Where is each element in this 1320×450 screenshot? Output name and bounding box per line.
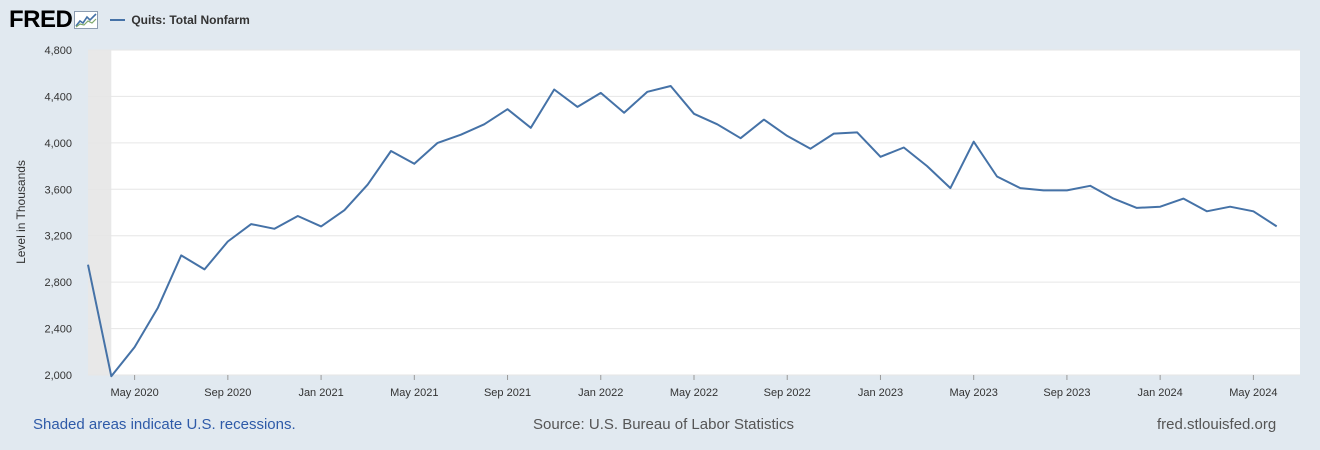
- data-point: [458, 132, 464, 138]
- y-axis-label: Level in Thousands: [14, 160, 28, 264]
- data-point: [318, 223, 324, 229]
- data-point: [1227, 204, 1233, 210]
- chart-legend: Quits: Total Nonfarm: [110, 13, 250, 27]
- recession-shade: [88, 50, 112, 375]
- data-point: [877, 154, 883, 160]
- data-point: [85, 262, 91, 268]
- data-point: [761, 117, 767, 123]
- data-point: [784, 133, 790, 139]
- x-tick-label: Jan 2022: [578, 387, 623, 399]
- data-point: [551, 86, 557, 92]
- series-line-quits: [87, 85, 1278, 378]
- x-tick-label: May 2024: [1229, 387, 1277, 399]
- data-point: [854, 129, 860, 135]
- y-tick-label: 4,000: [44, 138, 72, 150]
- data-point: [108, 373, 114, 379]
- data-point: [1041, 187, 1047, 193]
- y-tick-label: 2,000: [44, 370, 72, 382]
- x-tick-label: Sep 2021: [484, 387, 531, 399]
- chart-graph-icon: [74, 11, 99, 29]
- data-point: [691, 111, 697, 117]
- data-point: [202, 266, 208, 272]
- data-point: [435, 140, 441, 146]
- x-tick-label: Jan 2024: [1138, 387, 1183, 399]
- x-tick-label: Sep 2023: [1043, 387, 1090, 399]
- recession-note[interactable]: Shaded areas indicate U.S. recessions.: [33, 416, 296, 433]
- data-point: [901, 145, 907, 151]
- data-point: [155, 305, 161, 311]
- data-point: [947, 185, 953, 191]
- y-tick-label: 4,400: [44, 91, 72, 103]
- y-tick-label: 3,200: [44, 231, 72, 243]
- data-point: [924, 163, 930, 169]
- y-tick-label: 2,400: [44, 324, 72, 336]
- x-tick-label: May 2020: [110, 387, 158, 399]
- data-point: [738, 135, 744, 141]
- data-point: [831, 131, 837, 137]
- data-point: [1134, 205, 1140, 211]
- data-point: [1087, 183, 1093, 189]
- y-tick-label: 3,600: [44, 184, 72, 196]
- x-tick-label: Sep 2020: [204, 387, 251, 399]
- chart-header: FRED Quits: Total Nonfarm: [9, 6, 250, 34]
- logo-text: FRED: [9, 6, 73, 33]
- data-point: [574, 104, 580, 110]
- data-point: [295, 213, 301, 219]
- data-point: [668, 83, 674, 89]
- data-point: [225, 239, 231, 245]
- data-point: [1250, 208, 1256, 214]
- fred-logo[interactable]: FRED: [9, 6, 99, 34]
- data-point: [505, 106, 511, 112]
- x-tick-label: Jan 2023: [858, 387, 903, 399]
- data-point: [971, 139, 977, 145]
- data-point: [271, 226, 277, 232]
- data-point: [341, 207, 347, 213]
- data-point: [808, 146, 814, 152]
- x-tick-label: Sep 2022: [764, 387, 811, 399]
- data-point: [1180, 196, 1186, 202]
- data-point: [411, 161, 417, 167]
- data-point: [365, 182, 371, 188]
- x-tick-label: May 2023: [950, 387, 998, 399]
- data-point: [1111, 196, 1117, 202]
- site-link[interactable]: fred.stlouisfed.org: [1157, 416, 1277, 433]
- data-point: [598, 90, 604, 96]
- data-point: [1064, 187, 1070, 193]
- y-tick-label: 2,800: [44, 277, 72, 289]
- data-point: [248, 221, 254, 227]
- data-point: [621, 110, 627, 116]
- plot-area: [88, 50, 1300, 375]
- data-point: [178, 252, 184, 258]
- data-point: [1274, 223, 1280, 229]
- data-point: [1157, 204, 1163, 210]
- data-point: [388, 148, 394, 154]
- data-point: [1204, 208, 1210, 214]
- x-tick-label: May 2021: [390, 387, 438, 399]
- data-point: [528, 125, 534, 131]
- data-point: [714, 121, 720, 127]
- data-point: [481, 121, 487, 127]
- legend-series-label: Quits: Total Nonfarm: [131, 13, 250, 27]
- legend-line-swatch: [110, 19, 126, 21]
- data-point: [644, 89, 650, 95]
- data-point: [132, 344, 138, 350]
- data-point: [1017, 185, 1023, 191]
- x-tick-label: Jan 2021: [298, 387, 343, 399]
- source-note: Source: U.S. Bureau of Labor Statistics: [533, 416, 794, 433]
- x-tick-label: May 2022: [670, 387, 718, 399]
- y-tick-label: 4,800: [44, 45, 72, 57]
- data-point: [994, 174, 1000, 180]
